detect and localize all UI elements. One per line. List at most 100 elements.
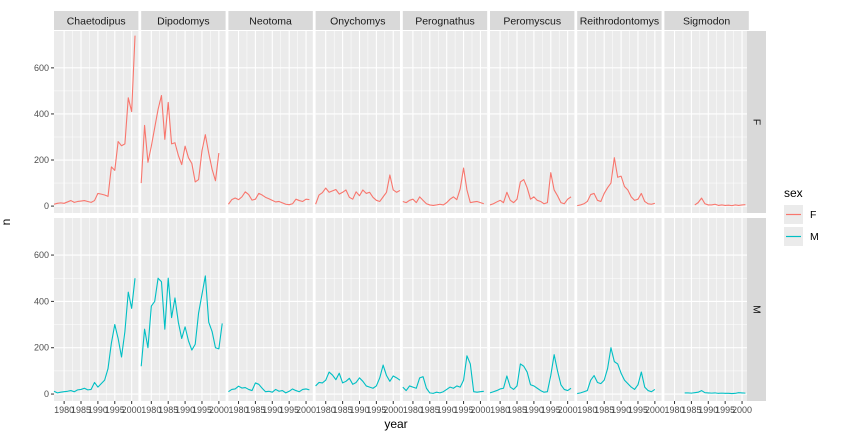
series-line-sigmodon-m: [684, 390, 746, 395]
panel-background: [315, 31, 400, 213]
panel-background: [402, 31, 488, 213]
legend: sex FM: [784, 186, 819, 246]
x-tick-label: 1995: [192, 405, 212, 415]
x-tick-label: 1995: [454, 405, 474, 415]
x-tick-label: 2000: [645, 405, 665, 415]
series-line-dipodomys-m: [140, 275, 223, 367]
strip-neotoma: [228, 11, 313, 30]
x-tick-label: 1985: [420, 405, 440, 415]
x-tick-label: 1990: [524, 405, 544, 415]
x-tick-label: 1980: [316, 405, 336, 415]
panel-background: [141, 218, 226, 401]
panel-reithrodontomys-m: [577, 218, 662, 401]
panel-background: [664, 218, 749, 401]
series-line-neotoma-f: [227, 191, 310, 206]
x-tick-label: 1985: [71, 405, 91, 415]
x-tick-label: 1980: [577, 405, 597, 415]
x-tick-label: 1980: [229, 405, 249, 415]
panel-sigmodon-f: [664, 31, 749, 213]
strip-label-sigmodon: Sigmodon: [683, 16, 730, 28]
series-line-dipodomys-f: [140, 94, 220, 184]
panel-perognathus-m: [402, 218, 488, 401]
strip-row-f: [747, 31, 766, 213]
strip-label-reithrodontomys: Reithrodontomys: [580, 16, 659, 28]
x-tick-label: 1980: [141, 405, 161, 415]
x-tick-label: 2000: [122, 405, 142, 415]
y-tick-label: 600: [34, 250, 49, 260]
x-tick-label: 1990: [611, 405, 631, 415]
x-tick-label: 1985: [507, 405, 527, 415]
strip-perognathus: [402, 11, 488, 30]
strip-label-onychomys: Onychomys: [330, 16, 385, 28]
x-tick-label: 1990: [88, 405, 108, 415]
strip-onychomys: [315, 11, 400, 30]
x-tick-label: 2000: [732, 405, 752, 415]
x-tick-label: 1995: [105, 405, 125, 415]
series-line-peromyscus-f: [489, 172, 572, 206]
series-line-onychomys-m: [315, 364, 401, 389]
panel-chaetodipus-f: [53, 31, 139, 213]
legend-label: M: [810, 231, 819, 243]
x-tick-label: 1995: [715, 405, 735, 415]
legend-label: F: [810, 209, 816, 221]
strip-label-chaetodipus: Chaetodipus: [67, 16, 126, 28]
panel-dipodomys-f: [140, 31, 226, 213]
x-tick-label: 2000: [470, 405, 490, 415]
series-line-reithrodontomys-m: [577, 347, 656, 395]
panel-background: [315, 218, 400, 401]
x-tick-label: 1980: [54, 405, 74, 415]
series-line-reithrodontomys-f: [577, 157, 655, 207]
strip-peromyscus: [490, 11, 575, 30]
series-line-peromyscus-m: [489, 354, 572, 394]
column-strips: Chaetodipus Dipodomys Neotoma Onychomys Pero…: [54, 11, 749, 30]
legend-title: sex: [784, 186, 803, 200]
panel-neotoma-m: [228, 218, 313, 401]
series-line-sigmodon-f: [694, 197, 746, 207]
panel-chaetodipus-m: [53, 218, 139, 401]
panel-background: [54, 218, 139, 401]
facet-panels: [53, 31, 749, 401]
x-tick-label: 1990: [698, 405, 718, 415]
x-tick-label: 1985: [245, 405, 265, 415]
panel-background: [141, 31, 226, 213]
x-tick-label: 2000: [296, 405, 316, 415]
x-tick-label: 1980: [665, 405, 685, 415]
panel-background: [490, 31, 575, 213]
strip-sigmodon: [664, 11, 749, 30]
panel-dipodomys-m: [140, 218, 226, 401]
panel-background: [664, 31, 749, 213]
strip-dipodomys: [141, 11, 226, 30]
x-tick-label: 1985: [681, 405, 701, 415]
strip-label-peromyscus: Peromyscus: [503, 16, 561, 28]
x-tick-label: 1990: [349, 405, 369, 415]
panel-neotoma-f: [227, 31, 313, 213]
row-strips: FM: [747, 31, 766, 401]
series-line-neotoma-m: [228, 382, 310, 394]
legend-item-m: M: [784, 227, 819, 246]
panel-background: [577, 31, 662, 213]
x-tick-label: 1995: [541, 405, 561, 415]
y-axis: 0 200 400 600 0 200 400 600: [34, 63, 54, 399]
x-tick-label: 1980: [403, 405, 423, 415]
panel-onychomys-m: [315, 218, 401, 401]
y-tick-label: 0: [44, 389, 49, 399]
legend-item-f: F: [784, 205, 816, 224]
x-tick-label: 1980: [490, 405, 510, 415]
x-tick-label: 1995: [628, 405, 648, 415]
series-line-chaetodipus-m: [53, 278, 136, 394]
panel-onychomys-f: [315, 31, 401, 213]
strip-label-perognathus: Perognathus: [415, 16, 475, 28]
x-tick-label: 1995: [279, 405, 299, 415]
panel-sigmodon-m: [664, 218, 749, 401]
panel-background: [228, 218, 313, 401]
x-tick-label: 1990: [262, 405, 282, 415]
y-tick-label: 600: [34, 63, 49, 73]
series-line-chaetodipus-f: [53, 35, 136, 205]
x-tick-label: 2000: [209, 405, 229, 415]
series-line-perognathus-f: [402, 167, 484, 206]
strip-row-label-f: F: [751, 119, 763, 125]
y-tick-label: 400: [34, 296, 49, 306]
series-line-onychomys-f: [315, 174, 401, 205]
